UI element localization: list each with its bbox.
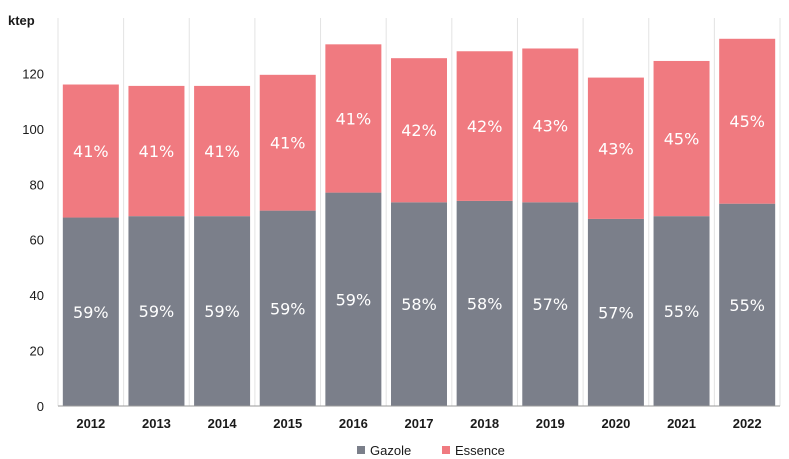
bar-segment-essence <box>719 38 776 204</box>
data-label-essence: 43% <box>532 116 568 135</box>
data-label-essence: 41% <box>139 142 175 161</box>
data-label-gazole: 59% <box>139 302 175 321</box>
data-label-gazole: 55% <box>664 302 700 321</box>
bar-segment-gazole <box>194 216 251 406</box>
bar-segment-essence <box>587 77 644 219</box>
legend-swatch <box>442 446 450 454</box>
data-label-essence: 45% <box>664 130 700 149</box>
data-label-gazole: 59% <box>270 299 306 318</box>
data-label-gazole: 58% <box>467 294 503 313</box>
data-label-essence: 41% <box>73 142 109 161</box>
bar-segment-gazole <box>62 217 119 406</box>
data-label-essence: 41% <box>270 134 306 153</box>
bar-segment-gazole <box>653 216 710 406</box>
bar-segment-gazole <box>456 200 513 406</box>
y-tick-label: 120 <box>22 66 44 81</box>
y-tick-label: 40 <box>30 288 44 303</box>
data-label-essence: 42% <box>401 121 437 140</box>
bar-segment-gazole <box>522 202 579 406</box>
data-label-gazole: 57% <box>532 295 568 314</box>
y-axis-ticks: 0 20 40 60 80 100 120 <box>22 66 44 414</box>
x-axis-ticks: 2012 2013 2014 2015 2016 2017 2018 2019 2020 2021… <box>76 416 761 431</box>
data-label-essence: 41% <box>204 142 240 161</box>
data-label-essence: 41% <box>336 109 372 128</box>
bar-segment-essence <box>62 84 119 218</box>
x-tick-label: 2019 <box>536 416 565 431</box>
x-tick-label: 2021 <box>667 416 696 431</box>
y-tick-label: 60 <box>30 233 44 248</box>
y-axis-unit-label: ktep <box>8 13 35 28</box>
data-label-gazole: 55% <box>729 296 765 315</box>
bar-segment-essence <box>325 44 382 193</box>
x-tick-label: 2020 <box>601 416 630 431</box>
bar-segment-gazole <box>391 202 447 406</box>
legend-swatch <box>357 446 365 454</box>
legend-label: Essence <box>455 443 505 458</box>
bar-segment-essence <box>456 51 513 201</box>
y-tick-label: 80 <box>30 177 44 192</box>
data-label-gazole: 59% <box>73 303 109 322</box>
x-tick-label: 2018 <box>470 416 499 431</box>
x-tick-label: 2016 <box>339 416 368 431</box>
y-tick-label: 20 <box>30 344 44 359</box>
bar-segment-essence <box>128 85 185 217</box>
bar-segment-essence <box>522 48 579 203</box>
bar-segment-gazole <box>259 210 316 406</box>
x-tick-label: 2015 <box>273 416 302 431</box>
data-label-gazole: 59% <box>204 302 240 321</box>
bars: 59% 41% 59% 41% 59% 41% 59% 41% 59% 41% 58% 42% 58% 4… <box>62 38 776 406</box>
x-tick-label: 2013 <box>142 416 171 431</box>
data-label-essence: 42% <box>467 117 503 136</box>
gridlines <box>57 18 781 406</box>
y-tick-label: 0 <box>37 399 44 414</box>
y-tick-label: 100 <box>22 122 44 137</box>
legend: Gazole Essence <box>357 443 505 458</box>
bar-segment-gazole <box>128 216 185 406</box>
bar-segment-gazole <box>325 192 382 406</box>
bar-segment-gazole <box>587 218 644 406</box>
x-tick-label: 2014 <box>208 416 238 431</box>
data-label-essence: 43% <box>598 139 634 158</box>
x-tick-label: 2022 <box>733 416 762 431</box>
legend-label: Gazole <box>370 443 411 458</box>
data-label-essence: 45% <box>729 112 765 131</box>
bar-segment-gazole <box>719 203 776 406</box>
x-tick-label: 2017 <box>405 416 434 431</box>
bar-segment-essence <box>259 74 316 211</box>
bar-segment-essence <box>653 60 710 217</box>
data-label-gazole: 59% <box>336 290 372 309</box>
bar-segment-essence <box>391 58 447 203</box>
bar-segment-essence <box>194 85 251 217</box>
data-label-gazole: 57% <box>598 303 634 322</box>
x-tick-label: 2012 <box>76 416 105 431</box>
data-label-gazole: 58% <box>401 295 437 314</box>
